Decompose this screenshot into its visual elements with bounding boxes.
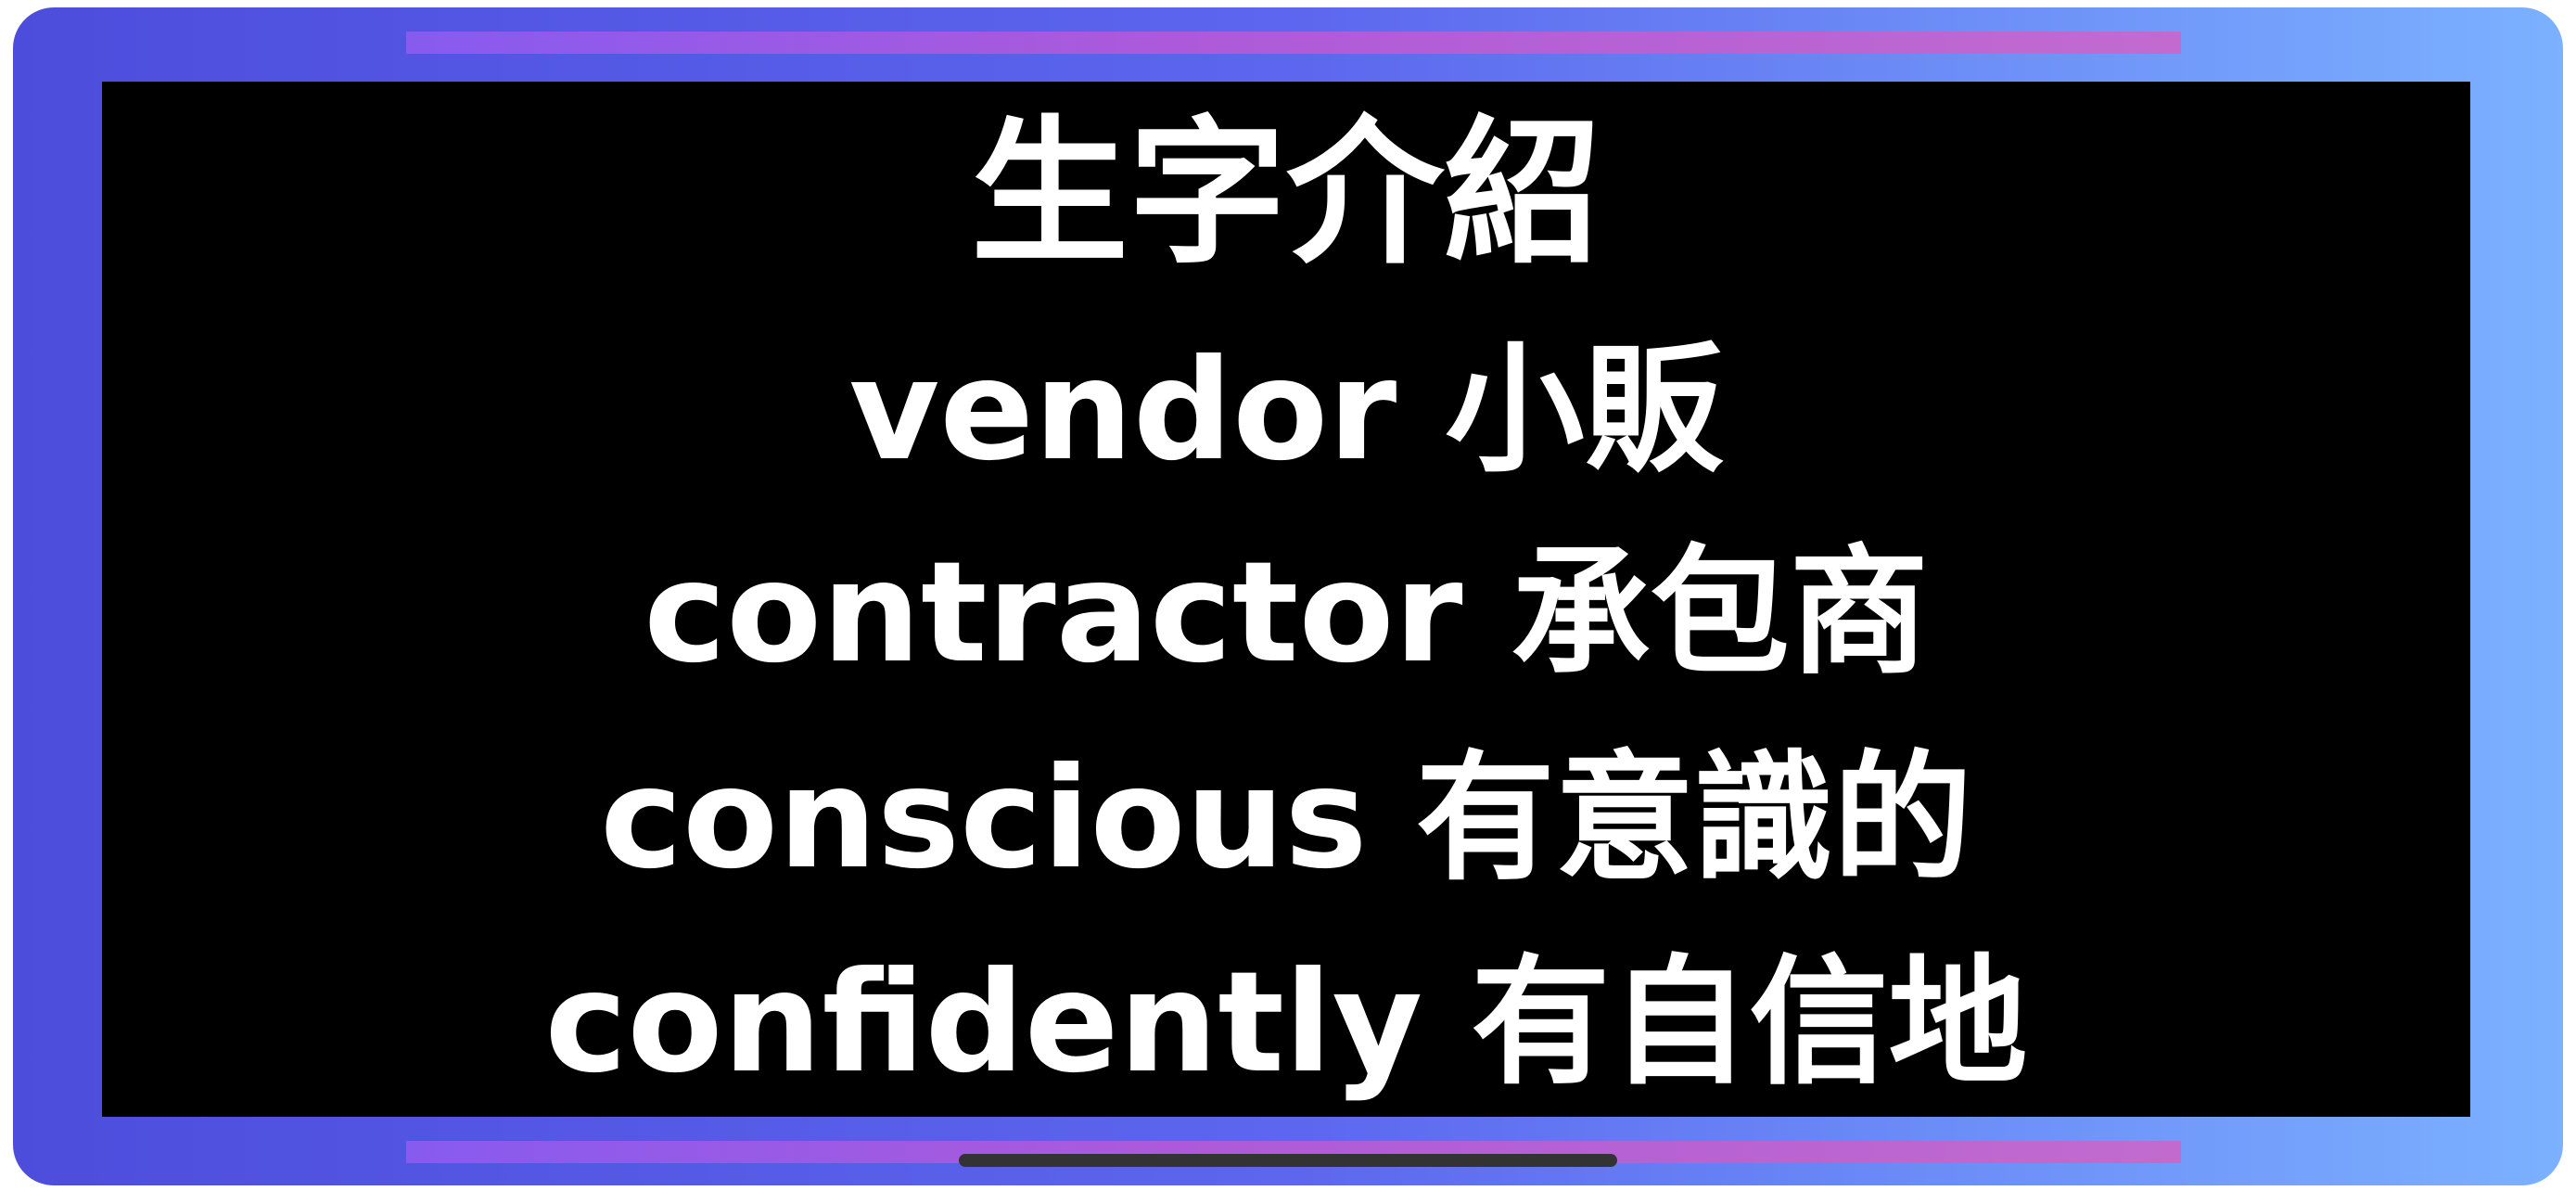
vocabulary-item: conscious 有意識的 (600, 738, 1972, 900)
vocabulary-item: confidently 有自信地 (544, 942, 2028, 1104)
slide-frame: 生字介紹 vendor 小販 contractor 承包商 conscious … (13, 7, 2563, 1185)
home-indicator[interactable] (959, 1154, 1617, 1167)
vocabulary-list: 生字介紹 vendor 小販 contractor 承包商 conscious … (102, 82, 2470, 1117)
slide-screen: 生字介紹 vendor 小販 contractor 承包商 conscious … (102, 82, 2470, 1117)
top-accent-bar (406, 32, 2181, 54)
slide-title: 生字介紹 (970, 102, 1601, 286)
vocabulary-item: contractor 承包商 (644, 532, 1929, 694)
vocabulary-item: vendor 小販 (848, 330, 1724, 492)
